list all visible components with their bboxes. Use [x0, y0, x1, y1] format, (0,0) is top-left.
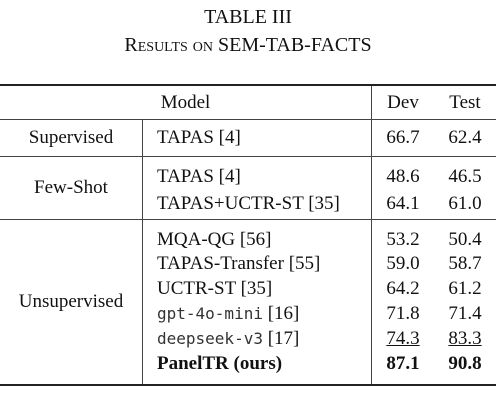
test-value: 83.3: [448, 327, 482, 349]
dev-cell: 74.3: [372, 326, 435, 351]
row: PanelTR (ours) 87.1 90.8: [0, 351, 496, 386]
header-row: Model Dev Test: [0, 84, 496, 120]
row: UCTR-ST [35] 64.2 61.2: [0, 276, 496, 301]
model-cell: TAPAS [4]: [142, 119, 372, 157]
test-cell: 46.5: [448, 166, 482, 187]
row: Supervised TAPAS [4] 66.7 62.4: [0, 119, 496, 157]
group-cell: Few-Shot: [0, 156, 143, 220]
dev-cell: 71.8: [386, 302, 420, 324]
test-cell: 62.4: [434, 119, 496, 157]
row: gpt-4o-mini [16] 71.8 71.4: [0, 301, 496, 326]
model-cell: PanelTR (ours): [142, 351, 372, 386]
dev-cell: 48.6: [386, 166, 420, 187]
table-caption: Results on SEM-TAB-FACTS: [124, 34, 372, 56]
header-cell: Test: [434, 84, 496, 120]
dev-cell: 64.1: [371, 188, 434, 220]
test-cell: 58.7: [448, 252, 482, 274]
row: Few-Shot TAPAS [4] 48.6 46.5: [0, 156, 496, 220]
row: Unsupervised MQA-QG [56] 53.2 50.4: [0, 219, 496, 386]
model-cell: MQA-QG [56]: [142, 219, 372, 251]
model-cell: gpt-4o-mini [16]: [142, 301, 372, 326]
dev-cell: 87.1: [371, 351, 434, 386]
ref: [55]: [288, 252, 321, 274]
model: TAPAS: [157, 127, 214, 148]
test-cell: 83.3: [434, 326, 496, 351]
row: TAPAS-Transfer [55] 59.0 58.7: [0, 251, 496, 276]
dev-value: 74.3: [386, 327, 420, 349]
ref: [4]: [218, 127, 241, 148]
header-cell: Model: [0, 84, 372, 120]
ref: [35]: [308, 192, 340, 214]
test-cell: 90.8: [434, 351, 496, 386]
row: deepseek-v3 [17] 74.3 83.3: [0, 326, 496, 351]
group-cell: Supervised: [0, 119, 143, 157]
dev-cell: 59.0: [386, 252, 420, 274]
table-number: TABLE III: [204, 6, 292, 28]
ref: [35]: [240, 277, 273, 299]
test-cell: 61.2: [448, 277, 482, 299]
model-cell: UCTR-ST [35]: [142, 276, 372, 301]
model-cell: TAPAS+UCTR-ST [35]: [142, 188, 372, 220]
test-cell: 71.4: [448, 302, 482, 324]
dev-cell: 53.2: [386, 229, 420, 250]
model: TAPAS: [157, 166, 214, 187]
dev-cell: 66.7: [371, 119, 434, 157]
model: TAPAS+UCTR-ST: [157, 192, 304, 214]
group-cell: Unsupervised: [0, 219, 143, 386]
model: TAPAS-Transfer: [157, 252, 284, 274]
test-cell: 61.0: [434, 188, 496, 220]
ref: [56]: [239, 229, 272, 250]
results-table: Model Dev Test Supervised TAPAS [4] 66.7…: [0, 84, 496, 386]
model: gpt-4o-mini: [157, 303, 263, 323]
row: TAPAS+UCTR-ST [35] 64.1 61.0: [0, 188, 496, 220]
model: deepseek-v3: [157, 328, 263, 348]
model-cell: TAPAS [4]: [142, 156, 372, 188]
ref: [4]: [218, 166, 241, 187]
ref: [16]: [267, 302, 300, 324]
model: MQA-QG: [157, 229, 236, 250]
model-cell: deepseek-v3 [17]: [142, 326, 372, 351]
dev-cell: 64.2: [386, 277, 420, 299]
model-cell: TAPAS-Transfer [55]: [142, 251, 372, 276]
ref: [17]: [267, 327, 300, 349]
test-cell: 50.4: [448, 229, 482, 250]
header-cell: Dev: [371, 84, 434, 120]
model: UCTR-ST: [157, 277, 236, 299]
